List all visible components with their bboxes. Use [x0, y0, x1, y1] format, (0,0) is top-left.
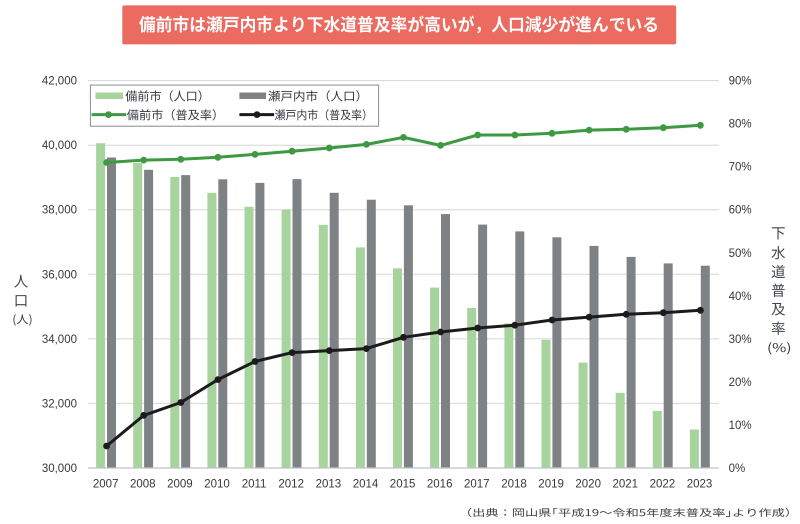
svg-text:42,000: 42,000	[42, 76, 77, 88]
svg-text:2008: 2008	[130, 479, 156, 491]
svg-text:2023: 2023	[687, 479, 713, 491]
svg-text:2013: 2013	[316, 479, 342, 491]
svg-text:2022: 2022	[650, 479, 676, 491]
svg-text:40,000: 40,000	[42, 140, 77, 152]
svg-text:90%: 90%	[729, 76, 752, 88]
svg-text:2016: 2016	[427, 479, 453, 491]
svg-text:2009: 2009	[167, 479, 193, 491]
svg-text:2019: 2019	[538, 479, 564, 491]
svg-text:2011: 2011	[242, 479, 267, 491]
svg-text:2007: 2007	[93, 479, 119, 491]
svg-text:0%: 0%	[729, 463, 746, 475]
svg-text:60%: 60%	[729, 205, 752, 217]
svg-text:38,000: 38,000	[42, 205, 77, 217]
svg-text:2010: 2010	[204, 479, 230, 491]
svg-text:2015: 2015	[390, 479, 416, 491]
svg-text:70%: 70%	[729, 162, 752, 174]
svg-text:20%: 20%	[729, 377, 752, 389]
svg-text:2012: 2012	[278, 479, 304, 491]
svg-text:32,000: 32,000	[42, 398, 77, 410]
svg-text:2021: 2021	[613, 479, 639, 491]
svg-text:40%: 40%	[729, 291, 752, 303]
svg-text:2014: 2014	[353, 479, 379, 491]
svg-text:34,000: 34,000	[42, 334, 77, 346]
svg-text:2017: 2017	[464, 479, 490, 491]
svg-text:2020: 2020	[575, 479, 601, 491]
svg-text:10%: 10%	[729, 420, 752, 432]
svg-text:50%: 50%	[729, 248, 752, 260]
svg-text:80%: 80%	[729, 119, 752, 131]
svg-text:2018: 2018	[501, 479, 527, 491]
svg-text:36,000: 36,000	[42, 269, 77, 281]
svg-text:30,000: 30,000	[42, 463, 77, 475]
svg-text:30%: 30%	[729, 334, 752, 346]
